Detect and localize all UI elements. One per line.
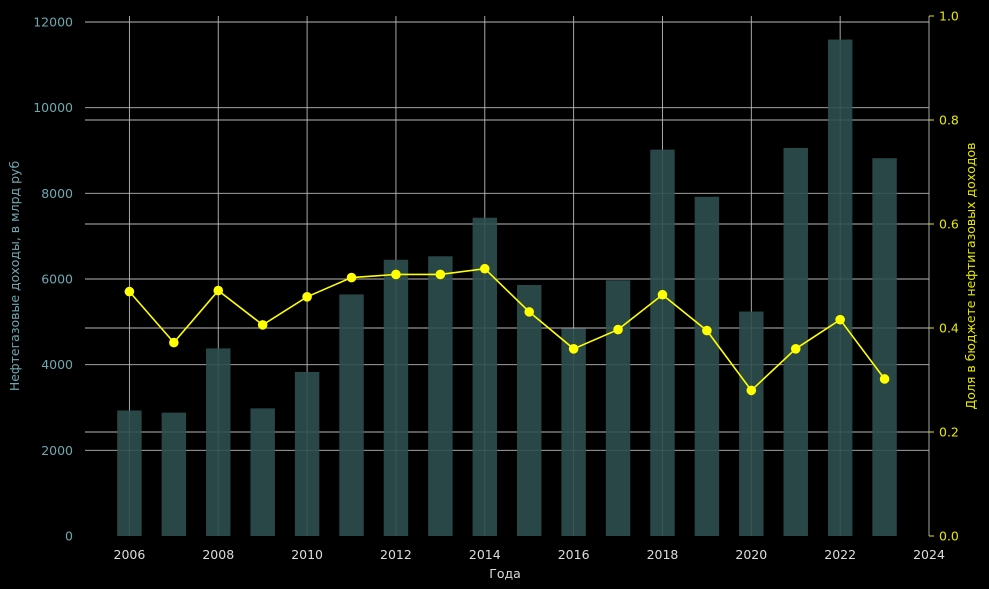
x-tick-label: 2018 xyxy=(647,547,679,562)
share-point-2016 xyxy=(568,344,579,354)
bar-2009 xyxy=(250,408,275,536)
share-point-2020 xyxy=(746,385,757,396)
ticks-layer: 2006 2008 2010 2012 2014 2016 2018 2020 2022 2024… xyxy=(33,9,959,563)
y-left-tick-label: 6000 xyxy=(41,272,73,287)
bars-layer xyxy=(117,39,897,537)
bar-2008 xyxy=(206,348,231,536)
x-tick-label: 2020 xyxy=(735,547,767,562)
share-point-2021 xyxy=(790,344,801,354)
y-right-tick-label: 1.0 xyxy=(939,9,959,24)
share-point-2018 xyxy=(657,289,668,300)
x-tick-label: 2016 xyxy=(558,547,590,562)
share-line xyxy=(128,267,886,392)
x-tick-label: 2010 xyxy=(291,547,323,562)
bar-2018 xyxy=(650,149,675,537)
y-right-tick-label: 0.8 xyxy=(939,113,959,128)
bar-2011 xyxy=(339,294,364,536)
share-point-2015 xyxy=(524,307,535,317)
bar-2013 xyxy=(428,256,453,536)
x-axis-title: Года xyxy=(489,566,521,581)
bar-2016 xyxy=(561,328,586,536)
y-right-tick-label: 0.0 xyxy=(939,529,959,544)
bar-2017 xyxy=(605,280,631,536)
line-layer xyxy=(124,263,890,396)
y-left-tick-label: 4000 xyxy=(41,357,73,372)
bar-2015 xyxy=(516,284,542,536)
y-left-tick-label: 2000 xyxy=(41,443,73,458)
bar-2006 xyxy=(117,410,142,536)
share-point-2011 xyxy=(346,272,357,283)
x-tick-label: 2014 xyxy=(469,547,501,562)
y-left-tick-label: 10000 xyxy=(33,100,73,115)
y-axis-right-title: Доля в бюджете нефтигазовых доходов xyxy=(963,142,978,409)
bar-2010 xyxy=(294,371,320,536)
y-left-tick-label: 0 xyxy=(65,529,73,544)
x-tick-label: 2024 xyxy=(913,547,945,562)
share-point-2008 xyxy=(213,285,224,296)
bar-2023 xyxy=(872,158,897,536)
x-tick-label: 2006 xyxy=(114,547,146,562)
share-point-2010 xyxy=(302,292,312,302)
bar-2007 xyxy=(161,412,187,536)
y-axis-left-title: Нефтегазовые доходы, в млрд руб xyxy=(7,161,22,392)
share-point-2009 xyxy=(257,320,268,330)
share-point-2012 xyxy=(391,269,401,280)
share-point-2017 xyxy=(613,324,623,335)
share-point-2019 xyxy=(702,325,712,336)
share-point-2007 xyxy=(169,337,179,348)
x-tick-label: 2008 xyxy=(202,547,234,562)
y-left-tick-label: 8000 xyxy=(41,186,73,201)
bar-2020 xyxy=(739,311,764,536)
share-point-2014 xyxy=(479,263,490,274)
y-left-tick-label: 12000 xyxy=(33,15,73,30)
share-point-2022 xyxy=(835,314,845,325)
share-point-2013 xyxy=(435,269,446,280)
share-point-2023 xyxy=(879,374,890,384)
bar-2012 xyxy=(383,259,409,536)
x-tick-label: 2012 xyxy=(380,547,412,562)
bar-2022 xyxy=(827,39,853,536)
bar-2021 xyxy=(783,147,808,536)
y-right-tick-label: 0.4 xyxy=(939,321,959,336)
share-point-2006 xyxy=(124,286,135,297)
x-tick-label: 2022 xyxy=(824,547,856,562)
y-right-tick-label: 0.2 xyxy=(939,425,959,440)
bar-2019 xyxy=(694,196,720,536)
y-right-tick-label: 0.6 xyxy=(939,217,959,232)
